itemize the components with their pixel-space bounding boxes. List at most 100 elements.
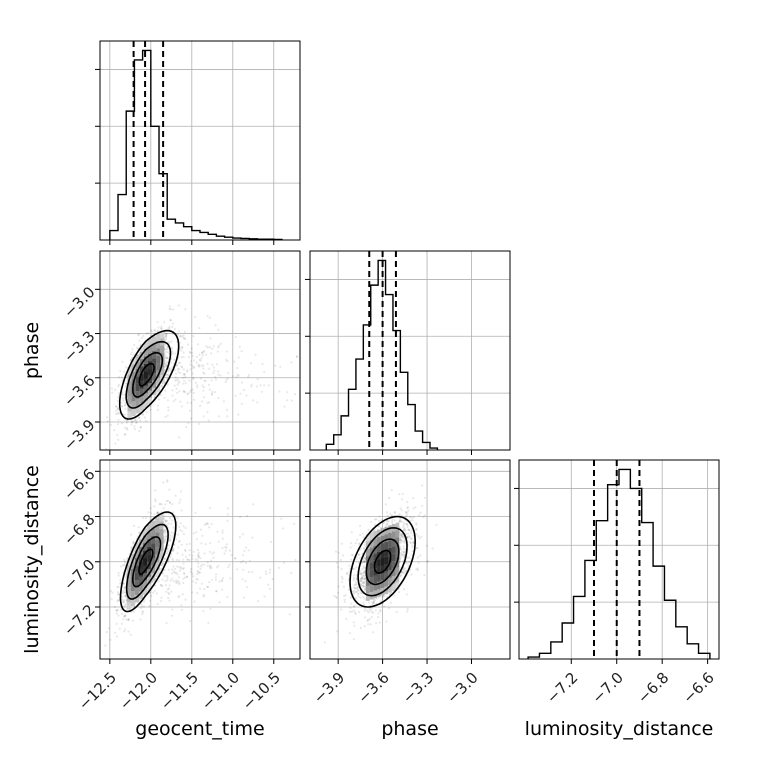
sample-point	[206, 362, 209, 365]
sample-point	[130, 421, 134, 424]
density-cell	[369, 554, 374, 563]
sample-point	[97, 436, 99, 438]
sample-point	[353, 624, 356, 628]
sample-point	[174, 352, 177, 355]
sample-point	[355, 597, 358, 600]
density-cell	[152, 358, 157, 366]
sample-point	[402, 545, 405, 548]
sample-point	[138, 429, 141, 433]
sample-point	[400, 509, 403, 512]
density-cell	[380, 558, 385, 566]
sample-point	[182, 334, 185, 337]
density-cell	[365, 541, 370, 549]
sample-point	[131, 348, 134, 351]
sample-point	[225, 350, 228, 353]
sample-point	[117, 383, 120, 386]
sample-point	[410, 537, 413, 540]
sample-point	[398, 519, 401, 522]
sample-point	[402, 555, 405, 558]
density-cell	[139, 403, 144, 411]
sample-point	[117, 614, 120, 617]
sample-point	[420, 535, 423, 538]
sample-point	[197, 364, 200, 367]
sample-point	[116, 407, 120, 410]
sample-point	[154, 498, 157, 501]
sample-point	[115, 405, 118, 408]
density-cell	[143, 535, 148, 544]
sample-point	[175, 538, 178, 541]
density-cell	[151, 558, 156, 566]
sample-point	[147, 331, 150, 335]
sample-point	[210, 578, 214, 581]
density-cell	[143, 393, 148, 401]
sample-point	[153, 329, 156, 332]
sample-point	[126, 419, 129, 422]
sample-point	[412, 541, 415, 545]
sample-point	[203, 552, 206, 555]
sample-point	[117, 585, 120, 588]
panel-2d-geocent-time-vs-luminosity-distance	[99, 459, 301, 660]
sample-point	[362, 558, 365, 561]
sample-point	[197, 343, 200, 346]
sample-point	[343, 598, 346, 601]
sample-point	[198, 571, 201, 574]
sample-point	[210, 523, 213, 526]
sample-point	[361, 582, 365, 585]
sample-point	[172, 559, 175, 562]
sample-point	[248, 559, 251, 562]
sample-point	[198, 358, 201, 361]
sample-point	[173, 328, 176, 331]
sample-point	[416, 547, 419, 550]
sample-point	[118, 598, 121, 602]
sample-point	[182, 355, 185, 359]
sample-point	[225, 378, 228, 382]
sample-point	[166, 519, 169, 523]
sample-point	[399, 538, 402, 541]
density-cell	[388, 562, 392, 571]
sample-point	[363, 580, 366, 583]
sample-point	[209, 607, 212, 611]
x-tick-label-geocent-time: −11.5	[157, 669, 202, 714]
sample-point	[385, 524, 388, 527]
sample-point	[172, 358, 176, 361]
sample-point	[435, 523, 438, 526]
sample-point	[160, 327, 163, 330]
sample-point	[188, 558, 191, 562]
sample-point	[353, 591, 356, 595]
density-cell	[155, 539, 160, 548]
sample-point	[142, 413, 145, 416]
sample-point	[227, 565, 230, 569]
density-cell	[147, 368, 153, 376]
sample-point	[171, 549, 175, 552]
contour-line	[138, 363, 155, 387]
sample-point	[168, 305, 172, 308]
sample-point	[352, 579, 355, 582]
density-cell	[134, 580, 139, 588]
sample-point	[251, 536, 254, 539]
sample-point	[364, 587, 367, 590]
sample-point	[401, 498, 404, 501]
sample-point	[164, 415, 167, 418]
sample-point	[177, 304, 180, 307]
sample-point	[183, 549, 187, 552]
sample-point	[181, 346, 184, 349]
sample-point	[165, 373, 168, 376]
sample-point	[182, 390, 186, 393]
sample-point	[398, 513, 401, 516]
sample-point	[364, 558, 367, 562]
sample-point	[185, 370, 189, 373]
contour-line	[349, 515, 417, 608]
sample-point	[123, 615, 126, 618]
sample-point	[363, 597, 366, 600]
sample-point	[196, 571, 199, 574]
density-cell	[391, 531, 396, 539]
sample-point	[264, 570, 267, 573]
sample-point	[234, 394, 237, 397]
y-tick-label-luminosity-distance: −6.8	[60, 510, 98, 548]
sample-point	[117, 418, 120, 422]
density-cell	[365, 593, 370, 601]
sample-point	[211, 390, 214, 393]
sample-point	[209, 567, 212, 570]
sample-point	[202, 594, 205, 597]
density-cell	[395, 545, 400, 553]
